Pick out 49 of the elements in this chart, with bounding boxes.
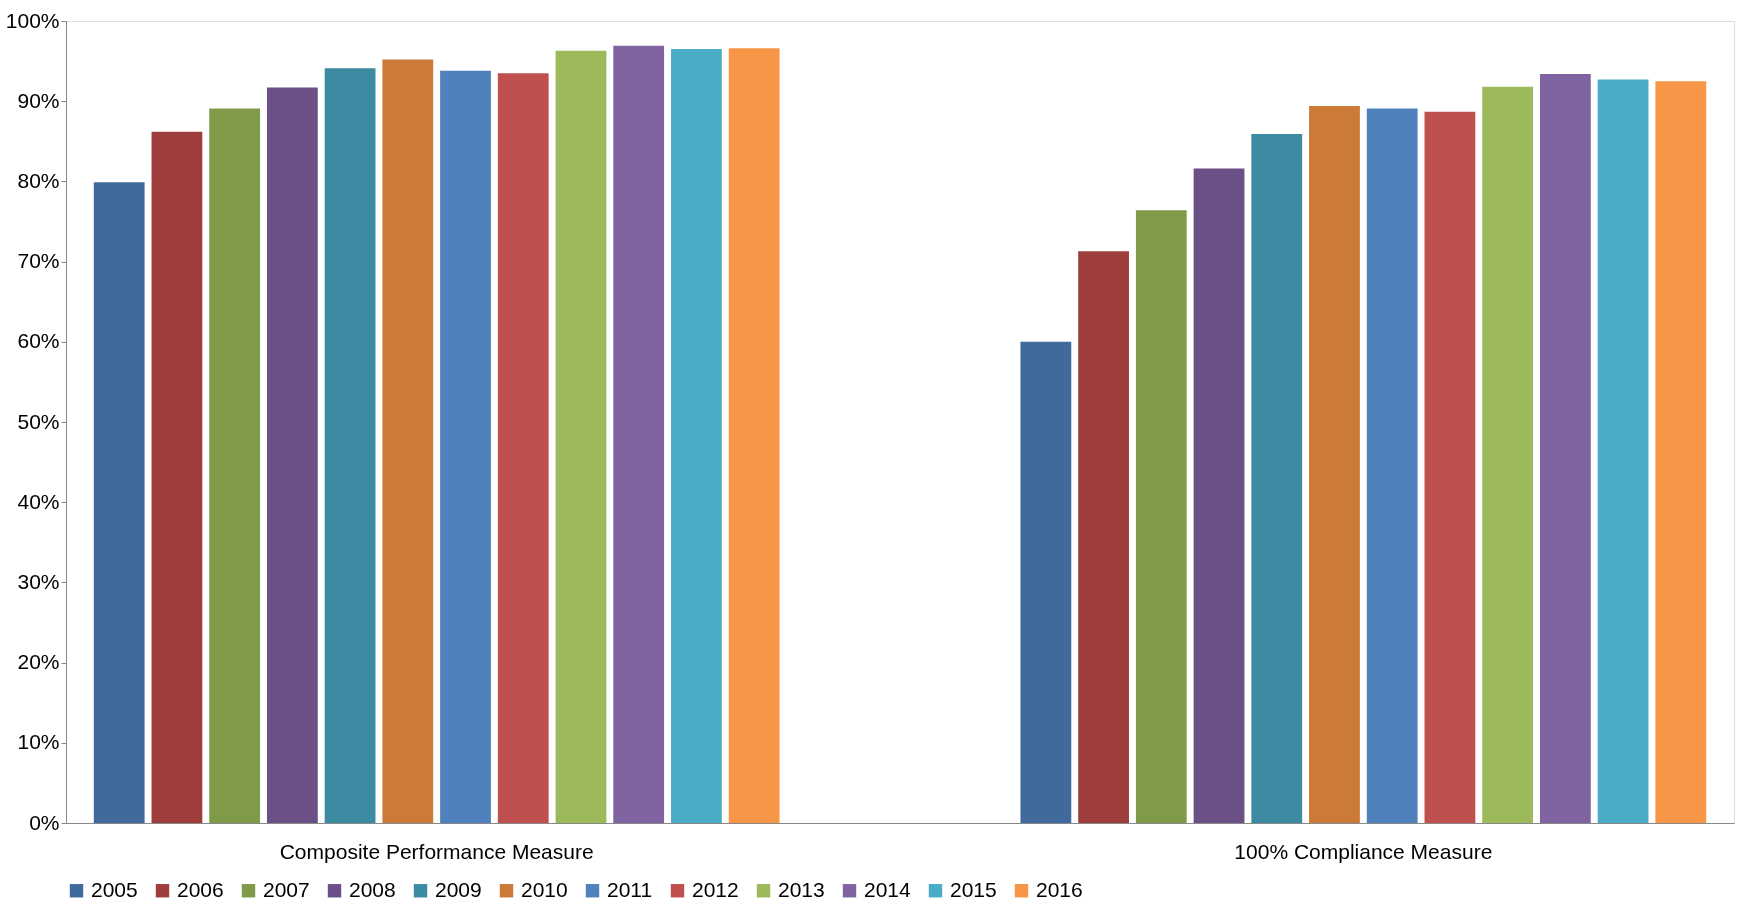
bar xyxy=(266,87,318,823)
bar xyxy=(555,50,607,823)
legend-label: 2008 xyxy=(349,877,396,901)
bar xyxy=(1193,168,1245,823)
y-tick-label: 0% xyxy=(29,810,60,834)
bar xyxy=(613,45,665,823)
legend-label: 2012 xyxy=(692,877,739,901)
legend-label: 2006 xyxy=(177,877,224,901)
y-tick-label: 60% xyxy=(17,329,60,353)
bar xyxy=(93,182,145,823)
y-tick-label: 50% xyxy=(17,409,60,433)
y-tick-label: 40% xyxy=(17,489,60,513)
bar xyxy=(728,48,780,823)
legend-label: 2009 xyxy=(435,877,482,901)
bar xyxy=(1020,341,1072,823)
y-tick-label: 30% xyxy=(17,569,60,593)
bar xyxy=(497,73,549,823)
legend-label: 2010 xyxy=(521,877,568,901)
bar xyxy=(1539,73,1591,823)
legend-label: 2007 xyxy=(263,877,310,901)
y-tick-label: 90% xyxy=(17,88,60,112)
bar xyxy=(1309,106,1360,823)
y-tick-label: 100% xyxy=(5,8,60,32)
bar xyxy=(1251,134,1303,823)
bar xyxy=(1424,111,1476,823)
legend-label: 2013 xyxy=(778,877,825,901)
bar xyxy=(671,49,722,823)
bar xyxy=(1135,210,1187,823)
bar xyxy=(382,59,434,823)
bar xyxy=(151,131,203,823)
bar xyxy=(324,68,376,823)
bar xyxy=(1597,79,1649,823)
bar xyxy=(1078,251,1129,823)
legend-label: 2014 xyxy=(864,877,912,901)
legend-label: 2016 xyxy=(1036,877,1083,901)
bar xyxy=(1655,81,1707,823)
x-tick-label: 100% Compliance Measure xyxy=(1234,839,1493,863)
y-tick-label: 20% xyxy=(17,650,60,674)
y-tick-label: 70% xyxy=(17,249,60,273)
legend-label: 2005 xyxy=(91,877,138,901)
legend-label: 2015 xyxy=(950,877,997,901)
bar xyxy=(440,70,491,823)
bar xyxy=(1482,86,1534,823)
bar xyxy=(1366,108,1418,823)
x-tick-label: Composite Performance Measure xyxy=(279,839,594,863)
legend-label: 2011 xyxy=(607,877,653,901)
y-tick-label: 10% xyxy=(17,730,60,754)
bar xyxy=(209,108,261,823)
y-tick-label: 80% xyxy=(17,168,60,192)
